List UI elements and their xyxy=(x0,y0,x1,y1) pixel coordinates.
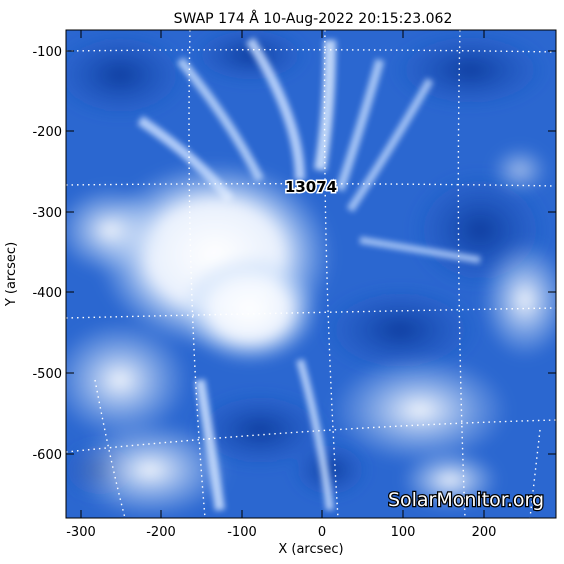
heliographic-grid xyxy=(66,30,556,518)
x-tick-label: 100 xyxy=(391,525,416,540)
plot-frame xyxy=(65,29,557,519)
y-axis-ticks xyxy=(66,50,556,455)
y-tick-label: -600 xyxy=(32,448,62,463)
x-tick-label: -300 xyxy=(66,525,96,540)
euv-image xyxy=(66,30,556,518)
x-axis-ticks xyxy=(80,30,485,518)
active-region-label: 13074 xyxy=(285,178,337,196)
solarmonitor-watermark: SolarMonitor.org xyxy=(388,489,544,511)
x-axis-label: X (arcsec) xyxy=(278,542,343,557)
y-tick-label: -100 xyxy=(32,45,62,60)
x-tick-label: 0 xyxy=(318,525,326,540)
x-tick-label: 200 xyxy=(472,525,497,540)
y-axis-label: Y (arcsec) xyxy=(4,242,19,307)
y-tick-label: -400 xyxy=(32,286,62,301)
image-title: SWAP 174 Å 10-Aug-2022 20:15:23.062 xyxy=(174,10,453,27)
x-tick-label: -200 xyxy=(146,525,176,540)
x-tick-label: -100 xyxy=(227,525,257,540)
y-tick-label: -500 xyxy=(32,367,62,382)
y-tick-label: -300 xyxy=(32,206,62,221)
y-tick-label: -200 xyxy=(32,125,62,140)
